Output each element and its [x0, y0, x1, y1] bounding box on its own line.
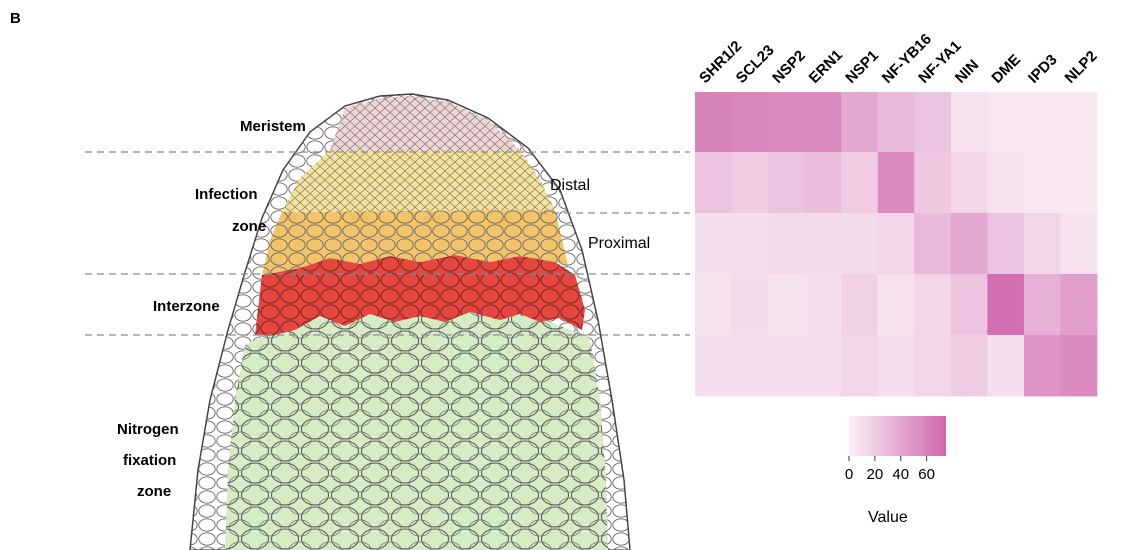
heatmap-cell: [768, 152, 806, 214]
heatmap-cell: [987, 274, 1025, 336]
heatmap-cell: [1023, 335, 1061, 397]
heatmap-cell: [841, 213, 879, 275]
heatmap-cell: [987, 92, 1025, 153]
heatmap-cell: [841, 152, 879, 214]
meristem-label: Meristem: [240, 118, 306, 135]
heatmap-cell: [1023, 274, 1061, 336]
nitrogen-zone-label-line1: Nitrogen: [117, 421, 179, 438]
heatmap-cell: [695, 92, 732, 153]
gene-label: NIN: [952, 57, 982, 87]
heatmap-cell: [914, 152, 952, 214]
heatmap-cell: [695, 335, 732, 397]
heatmap-cell: [804, 335, 842, 397]
gene-label: NSP1: [842, 47, 882, 87]
heatmap-cell: [914, 92, 952, 153]
color-legend: 0 20 40 60 Value: [845, 416, 946, 526]
legend-ticks: 0 20 40 60: [845, 456, 935, 483]
zone-boundaries: [85, 151, 690, 336]
heatmap-cell: [987, 152, 1025, 214]
legend-tick-label: 0: [845, 466, 853, 483]
heatmap-cell: [841, 92, 879, 153]
heatmap-cell: [731, 335, 769, 397]
heatmap-cell: [987, 213, 1025, 275]
nitrogen-zone-label-line2: fixation: [123, 452, 176, 469]
heatmap-cell: [1060, 213, 1098, 275]
heatmap-cell: [731, 274, 769, 336]
heatmap-cell: [950, 335, 988, 397]
heatmap-cell: [1023, 92, 1061, 153]
heatmap-cell: [695, 274, 732, 336]
heatmap-cell: [804, 92, 842, 153]
heatmap-cell: [695, 213, 732, 275]
heatmap-cell: [731, 152, 769, 214]
heatmap-cell: [914, 274, 952, 336]
nodule-diagram: [189, 93, 631, 550]
infection-zone-label-line2: zone: [232, 218, 266, 235]
infection-zone-label-line1: Infection: [195, 186, 258, 203]
heatmap-cell: [987, 335, 1025, 397]
heatmap-cell: [768, 213, 806, 275]
heatmap-cell: [914, 213, 952, 275]
heatmap-cell: [950, 152, 988, 214]
legend-tick-label: 60: [918, 466, 935, 483]
heatmap-cell: [877, 335, 915, 397]
heatmap-cell: [731, 92, 769, 153]
heatmap-cell: [768, 335, 806, 397]
heatmap-cell: [877, 152, 915, 214]
heatmap-cell: [804, 274, 842, 336]
heatmap-cell: [1023, 213, 1061, 275]
expression-heatmap: [695, 92, 1098, 397]
gene-label: DME: [988, 51, 1024, 87]
proximal-label: Proximal: [588, 235, 650, 252]
interzone-label: Interzone: [153, 298, 220, 315]
heatmap-cell: [1060, 274, 1098, 336]
legend-tick-label: 40: [892, 466, 909, 483]
legend-title: Value: [868, 509, 908, 526]
heatmap-cell: [1023, 152, 1061, 214]
heatmap-cell: [768, 274, 806, 336]
gene-label: ERN1: [806, 47, 846, 87]
gene-label: NLP2: [1062, 48, 1101, 87]
heatmap-cell: [950, 213, 988, 275]
heatmap-cell: [914, 335, 952, 397]
heatmap-cell: [1060, 92, 1098, 153]
legend-gradient-bar: [849, 416, 946, 456]
heatmap-cell: [841, 335, 879, 397]
heatmap-cell: [804, 152, 842, 214]
legend-tick-label: 20: [867, 466, 884, 483]
heatmap-cell: [841, 274, 879, 336]
heatmap-cell: [1060, 152, 1098, 214]
heatmap-cell: [731, 213, 769, 275]
panel-letter: B: [10, 10, 21, 27]
heatmap-cell: [804, 213, 842, 275]
heatmap-cell: [877, 213, 915, 275]
heatmap-cell: [950, 274, 988, 336]
gene-label: IPD3: [1025, 51, 1061, 87]
heatmap-cell: [877, 92, 915, 153]
nitrogen-zone-label-line3: zone: [137, 483, 171, 500]
heatmap-cell: [768, 92, 806, 153]
heatmap-cell: [877, 274, 915, 336]
heatmap-cell: [695, 152, 732, 214]
heatmap-cell: [950, 92, 988, 153]
distal-label: Distal: [550, 177, 590, 194]
heatmap-cell: [1060, 335, 1098, 397]
